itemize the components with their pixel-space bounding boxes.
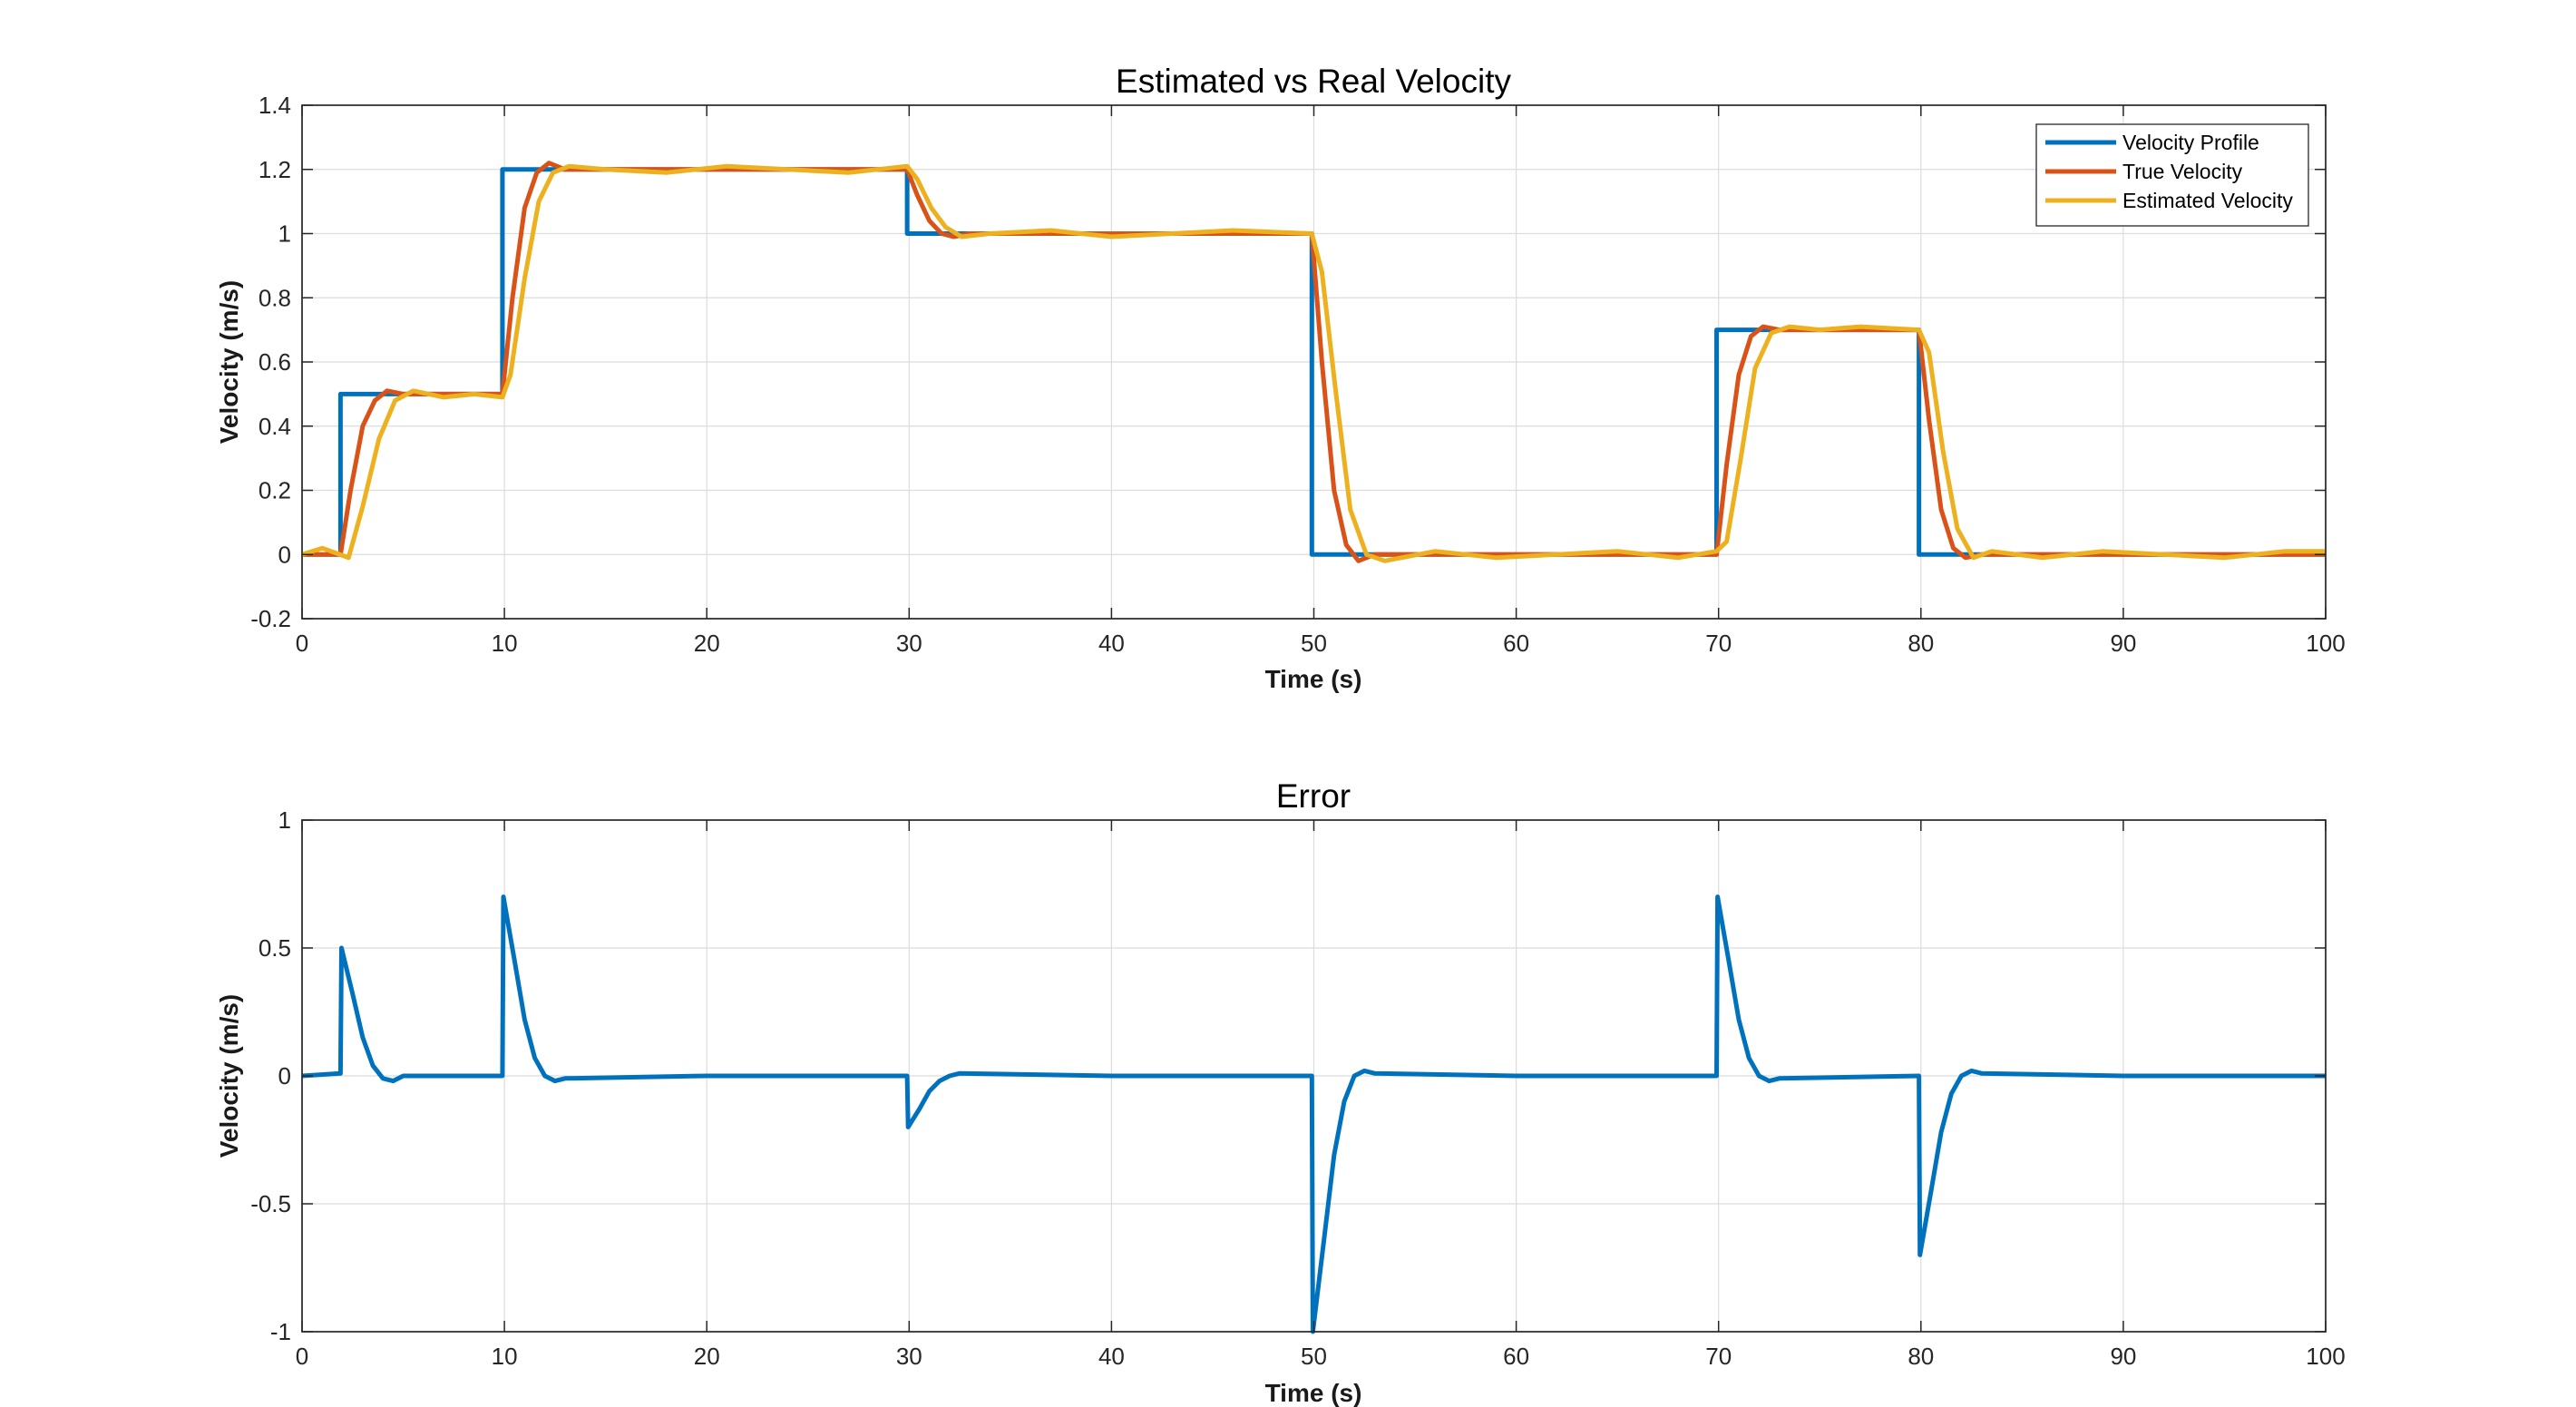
bottom-xtick-label-7: 70 <box>1705 1343 1732 1370</box>
bottom-xtick-label-6: 60 <box>1503 1343 1529 1370</box>
top-xtick-label-6: 60 <box>1503 630 1529 657</box>
bottom-ytick-label-1: -0.5 <box>250 1190 291 1217</box>
top-xtick-label-4: 40 <box>1098 630 1125 657</box>
top-ytick-label-8: 1.4 <box>259 92 291 119</box>
top-lines <box>301 161 2326 563</box>
legend-entry-0: Velocity Profile <box>2122 131 2259 154</box>
top-ylabel: Velocity (m/s) <box>215 280 243 445</box>
bottom-xtick-label-4: 40 <box>1098 1343 1125 1370</box>
legend-entry-2: Estimated Velocity <box>2122 189 2293 212</box>
top-xtick-label-9: 90 <box>2110 630 2136 657</box>
bottom-ytick-label-2: 0 <box>278 1062 291 1089</box>
bottom-ticks: 0 10 20 30 40 50 60 70 80 90 100 -1 -0.5 0 0.5 1 <box>250 806 2346 1370</box>
top-xtick-label-0: 0 <box>296 630 308 657</box>
bottom-xtick-label-2: 20 <box>694 1343 720 1370</box>
legend: Velocity Profile True Velocity Estimated V… <box>2035 123 2309 227</box>
bottom-xtick-label-8: 80 <box>1908 1343 1934 1370</box>
bottom-series-line-0 <box>301 894 2326 1334</box>
top-series-line-2 <box>301 163 2326 563</box>
top-ytick-label-5: 0.8 <box>259 284 291 311</box>
bottom-lines <box>301 894 2326 1334</box>
bottom-xtick-label-10: 100 <box>2306 1343 2345 1370</box>
top-xtick-label-7: 70 <box>1705 630 1732 657</box>
bottom-xtick-label-3: 30 <box>896 1343 922 1370</box>
top-xtick-label-1: 10 <box>492 630 518 657</box>
bottom-xtick-label-5: 50 <box>1301 1343 1327 1370</box>
top-axes-border <box>301 104 2327 620</box>
top-axes: 0 10 20 30 40 50 60 70 80 90 100-0.200.20.40.60.81… <box>215 63 2346 693</box>
top-xtick-label-3: 30 <box>896 630 922 657</box>
top-ytick-label-3: 0.4 <box>259 413 291 440</box>
bottom-ytick-label-4: 1 <box>278 806 291 834</box>
bottom-axes-border <box>301 819 2327 1333</box>
legend-entry-1: True Velocity <box>2122 160 2243 183</box>
top-ytick-label-2: 0.2 <box>259 477 291 504</box>
bottom-xtick-label-1: 10 <box>492 1343 518 1370</box>
top-title: Estimated vs Real Velocity <box>1116 63 1511 100</box>
top-ytick-label-7: 1.2 <box>259 156 291 183</box>
bottom-axes: 0 10 20 30 40 50 60 70 80 90 100-1-0.500.51 Error … <box>215 777 2346 1407</box>
top-ticks: 0 10 20 30 40 50 60 70 80 90 100-0.200.20.40.60.81… <box>250 92 2346 657</box>
bottom-ylabel: Velocity (m/s) <box>215 994 243 1158</box>
bottom-xtick-label-0: 0 <box>296 1343 308 1370</box>
top-xlabel: Time (s) <box>1265 665 1362 693</box>
bottom-xtick-label-9: 90 <box>2110 1343 2136 1370</box>
top-ytick-label-0: -0.2 <box>250 605 291 632</box>
bottom-xlabel: Time (s) <box>1265 1379 1362 1407</box>
top-xtick-label-5: 50 <box>1301 630 1327 657</box>
top-xtick-label-2: 20 <box>694 630 720 657</box>
top-xtick-label-8: 80 <box>1908 630 1934 657</box>
top-xtick-label-10: 100 <box>2306 630 2345 657</box>
top-ytick-label-4: 0.6 <box>259 348 291 376</box>
bottom-ytick-label-0: -1 <box>270 1318 291 1345</box>
bottom-ytick-label-3: 0.5 <box>259 934 291 962</box>
top-ytick-label-6: 1 <box>278 220 291 248</box>
bottom-title: Error <box>1276 777 1351 815</box>
top-ytick-label-1: 0 <box>278 541 291 568</box>
